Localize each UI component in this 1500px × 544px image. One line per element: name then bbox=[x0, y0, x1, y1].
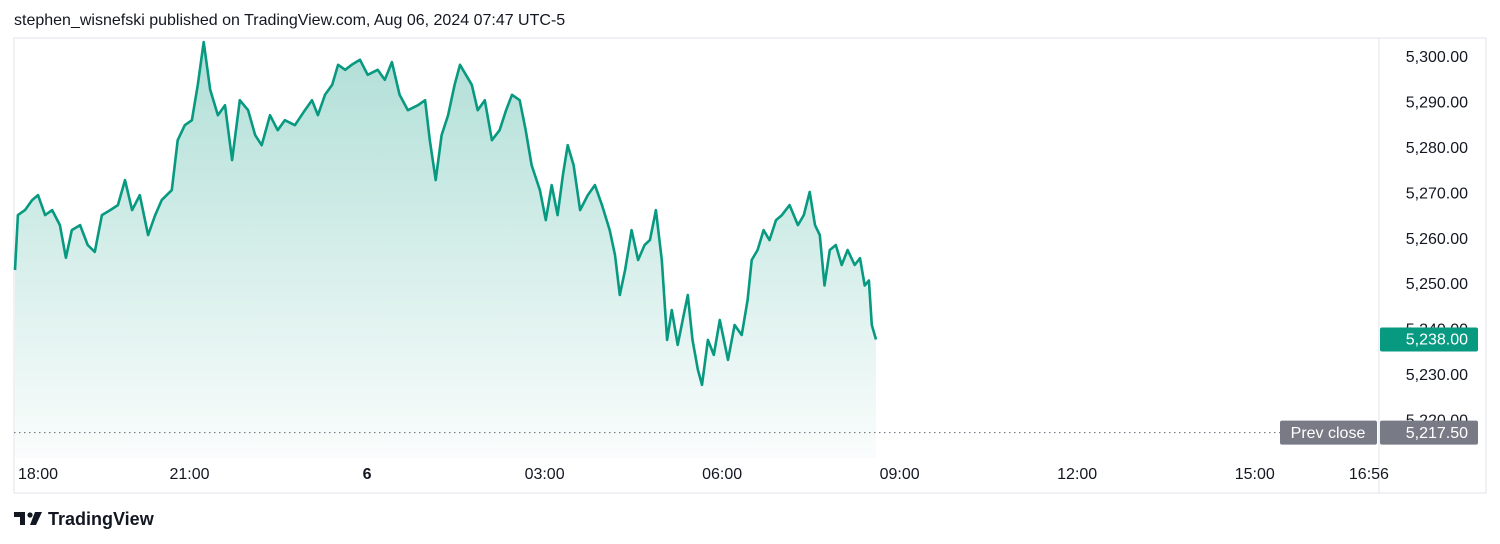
x-tick-label: 06:00 bbox=[702, 466, 742, 483]
prev-close-name: Prev close bbox=[1291, 425, 1366, 442]
prev-close-value-badge bbox=[1380, 420, 1478, 445]
x-tick-label: 15:00 bbox=[1235, 466, 1275, 483]
brand-logo bbox=[14, 512, 42, 525]
last-price-badge bbox=[1380, 327, 1478, 352]
area-fill bbox=[15, 42, 876, 458]
x-tick-label: 21:00 bbox=[170, 466, 210, 483]
last-price-label: 5,238.00 bbox=[1406, 332, 1468, 349]
prev-close-label: 5,217.50 bbox=[1406, 425, 1468, 442]
y-tick-label: 5,300.00 bbox=[1406, 49, 1468, 66]
x-tick-label: 16:56 bbox=[1349, 466, 1389, 483]
prev-close-name-badge bbox=[1280, 420, 1377, 445]
x-tick-label: 6 bbox=[363, 466, 372, 483]
y-tick-label: 5,270.00 bbox=[1406, 185, 1468, 202]
y-tick-label: 5,290.00 bbox=[1406, 95, 1468, 112]
y-tick-label: 5,230.00 bbox=[1406, 367, 1468, 384]
price-line bbox=[13, 40, 878, 387]
y-tick-label: 5,250.00 bbox=[1406, 276, 1468, 293]
brand-name: TradingView bbox=[48, 509, 155, 529]
y-tick-label: 5,260.00 bbox=[1406, 231, 1468, 248]
x-tick-label: 12:00 bbox=[1057, 466, 1097, 483]
y-tick-label: 5,280.00 bbox=[1406, 140, 1468, 157]
publisher-header: stephen_wisnefski published on TradingVi… bbox=[14, 12, 565, 29]
x-tick-label: 18:00 bbox=[18, 466, 58, 483]
x-tick-label: 03:00 bbox=[525, 466, 565, 483]
x-tick-label: 09:00 bbox=[880, 466, 920, 483]
